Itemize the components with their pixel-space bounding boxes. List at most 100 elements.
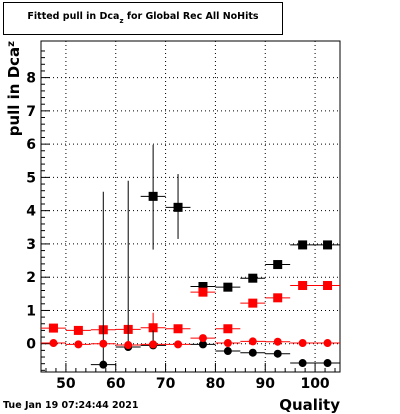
square-data-point — [65, 325, 91, 335]
x-tick-label: 70 — [156, 376, 176, 392]
x-tick-label: 50 — [56, 376, 76, 392]
circle-marker — [298, 339, 307, 348]
square-marker — [223, 282, 233, 292]
circle-marker — [223, 339, 232, 348]
y-tick-label: 5 — [26, 170, 36, 186]
circle-data-point — [65, 340, 91, 349]
square-data-point — [315, 281, 340, 291]
y-axis-label-main: pull in Dca — [5, 47, 23, 136]
circle-data-point — [115, 180, 141, 352]
circle-marker — [49, 339, 58, 348]
circle-data-point — [215, 347, 241, 356]
square-marker — [148, 323, 158, 333]
square-data-point — [290, 240, 316, 250]
y-tick-label: 6 — [26, 137, 36, 153]
circle-data-point — [240, 337, 266, 346]
circle-data-point — [290, 339, 316, 348]
square-data-point — [290, 281, 316, 291]
x-tick-label: 60 — [106, 376, 126, 392]
square-data-point — [240, 298, 266, 308]
circle-marker — [298, 359, 307, 368]
circle-data-point — [265, 337, 291, 346]
circle-data-point — [315, 339, 340, 348]
square-marker — [273, 260, 283, 270]
circle-data-point — [265, 349, 291, 358]
circle-marker — [198, 340, 207, 349]
x-tick-label: 90 — [256, 376, 276, 392]
y-tick-label: 1 — [26, 303, 36, 319]
square-data-point — [215, 282, 241, 292]
circle-marker — [124, 341, 133, 350]
chart-title-main: Fitted pull in Dca — [27, 11, 120, 22]
square-data-point — [41, 323, 66, 333]
square-data-point — [190, 287, 216, 297]
circle-data-point — [115, 341, 141, 350]
square-marker — [273, 293, 283, 303]
circle-marker — [74, 340, 83, 349]
square-marker — [198, 287, 208, 297]
circle-marker — [99, 339, 108, 348]
circle-marker — [99, 360, 108, 369]
square-data-point — [315, 240, 340, 250]
square-data-point — [240, 273, 266, 283]
circle-data-point — [41, 339, 66, 348]
circle-marker — [273, 337, 282, 346]
circle-data-point — [315, 359, 340, 368]
x-axis-label: Quality — [279, 396, 340, 414]
circle-marker — [149, 340, 158, 349]
circle-marker — [248, 348, 257, 357]
plot-frame — [40, 40, 341, 373]
square-marker — [198, 282, 208, 292]
x-tick-label: 80 — [206, 376, 226, 392]
timestamp: Tue Jan 19 07:24:44 2021 — [3, 400, 139, 411]
circle-data-point — [290, 359, 316, 368]
square-data-point — [165, 174, 191, 239]
x-tick-label: 100 — [300, 376, 329, 392]
square-marker — [323, 281, 333, 291]
data-markers — [41, 144, 340, 369]
square-marker — [298, 281, 308, 291]
circle-data-point — [90, 191, 116, 369]
circle-marker — [198, 334, 207, 343]
circle-data-point — [90, 339, 116, 348]
square-marker — [223, 324, 233, 334]
circle-marker — [323, 359, 332, 368]
square-data-point — [265, 260, 291, 270]
circle-data-point — [140, 340, 166, 349]
square-data-point — [140, 144, 166, 250]
square-marker — [48, 323, 58, 333]
axis-ticks: 50 60 70 80 90 100 0 1 2 3 4 5 6 7 8 — [26, 50, 336, 392]
circle-marker — [223, 347, 232, 356]
square-marker — [173, 202, 183, 212]
y-tick-label: 4 — [26, 204, 36, 220]
grid-lines — [41, 41, 340, 372]
y-tick-label: 3 — [26, 237, 36, 253]
circle-marker — [323, 339, 332, 348]
y-tick-label: 0 — [26, 337, 36, 353]
square-data-point — [265, 293, 291, 303]
circle-marker — [273, 349, 282, 358]
circle-marker — [174, 340, 183, 349]
chart-title: Fitted pull in Dcaz for Global Rec All N… — [4, 11, 282, 25]
chart-title-suffix: for Global Rec All NoHits — [123, 11, 259, 22]
circle-data-point — [190, 334, 216, 343]
square-marker — [73, 325, 83, 335]
square-marker — [148, 191, 158, 201]
square-marker — [248, 298, 258, 308]
chart-title-subscript: z — [119, 17, 124, 25]
chart-title-box: Fitted pull in Dcaz for Global Rec All N… — [3, 2, 283, 35]
y-tick-label: 8 — [26, 71, 36, 87]
square-marker — [298, 240, 308, 250]
y-tick-label: 7 — [26, 104, 36, 120]
square-data-point — [165, 324, 191, 334]
y-axis-label: pull in Dcaz — [5, 41, 23, 136]
y-axis-label-subscript: z — [6, 41, 17, 47]
circle-data-point — [190, 340, 216, 349]
circle-data-point — [165, 340, 191, 349]
circle-marker — [248, 337, 257, 346]
y-tick-label: 2 — [26, 270, 36, 286]
circle-data-point — [240, 348, 266, 357]
square-marker — [323, 240, 333, 250]
square-data-point — [215, 324, 241, 334]
